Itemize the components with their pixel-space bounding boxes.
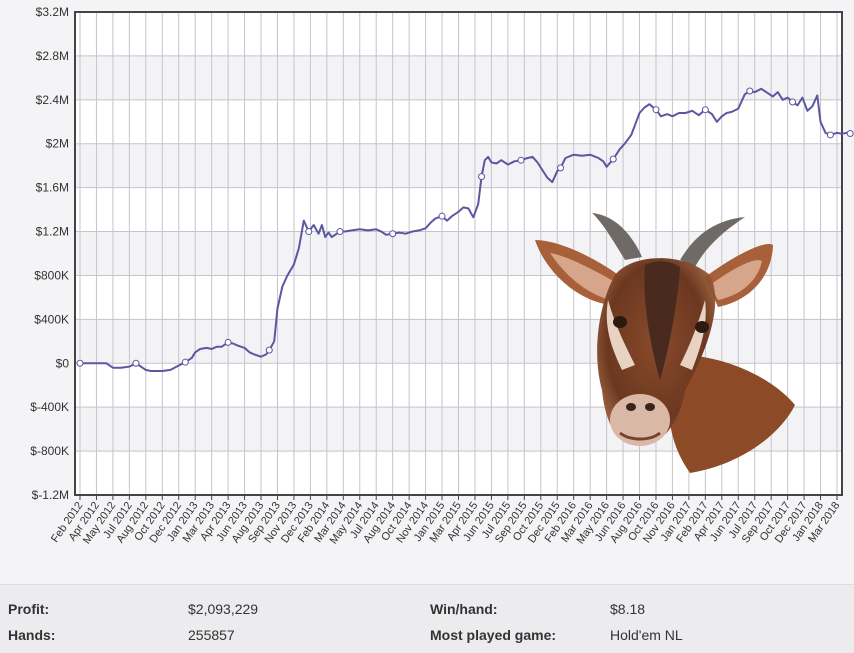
y-tick-label: $1.6M [36, 181, 69, 195]
series-point [76, 359, 84, 367]
profit-value: $2,093,229 [188, 601, 259, 617]
y-tick-label: $2.8M [36, 49, 69, 63]
series-point [789, 98, 797, 106]
series-point [701, 106, 709, 114]
series-point [652, 106, 660, 114]
y-tick-label: $-1.2M [32, 488, 69, 502]
series-point [846, 129, 854, 137]
series-point [305, 228, 313, 236]
series-point [517, 156, 525, 164]
series-point [265, 346, 273, 354]
series-point [478, 173, 486, 181]
y-tick-label: $3.2M [36, 5, 69, 19]
series-point [336, 228, 344, 236]
profit-chart: $3.2M $2.8M $2.4M $2M $1.6M $1.2M $800K $400K $0… [30, 5, 854, 547]
goat-image [535, 213, 795, 473]
series-point [557, 164, 565, 172]
series-point [609, 155, 617, 163]
plot-frame [74, 11, 843, 496]
series-point [746, 87, 754, 95]
chart-svg: $3.2M $2.8M $2.4M $2M $1.6M $1.2M $800K $400K $0… [30, 5, 854, 546]
y-tick-label: $-800K [30, 444, 69, 458]
series-point [181, 358, 189, 366]
hands-label: Hands: [8, 627, 56, 643]
series-point [132, 359, 140, 367]
series-point [224, 338, 232, 346]
y-tick-label: $1.2M [36, 225, 69, 239]
series-point [438, 212, 446, 220]
winhand-value: $8.18 [610, 601, 646, 617]
y-tick-label: $2.4M [36, 93, 69, 107]
profit-label: Profit: [8, 601, 50, 617]
most-played-label: Most played game: [430, 627, 557, 643]
winhand-label: Win/hand: [430, 601, 498, 617]
y-tick-label: $400K [34, 312, 69, 326]
y-tick-label: $0 [56, 356, 70, 370]
most-played-value: Hold'em NL [610, 627, 683, 643]
y-tick-label: $2M [46, 137, 69, 151]
stats-panel: Profit: $2,093,229 Hands: 255857 Win/han… [0, 584, 854, 653]
y-tick-label: $800K [34, 268, 69, 282]
series-point [389, 230, 397, 238]
hands-value: 255857 [188, 627, 235, 643]
series-line [80, 87, 851, 372]
y-tick-label: $-400K [30, 400, 69, 414]
series-point [826, 131, 834, 139]
